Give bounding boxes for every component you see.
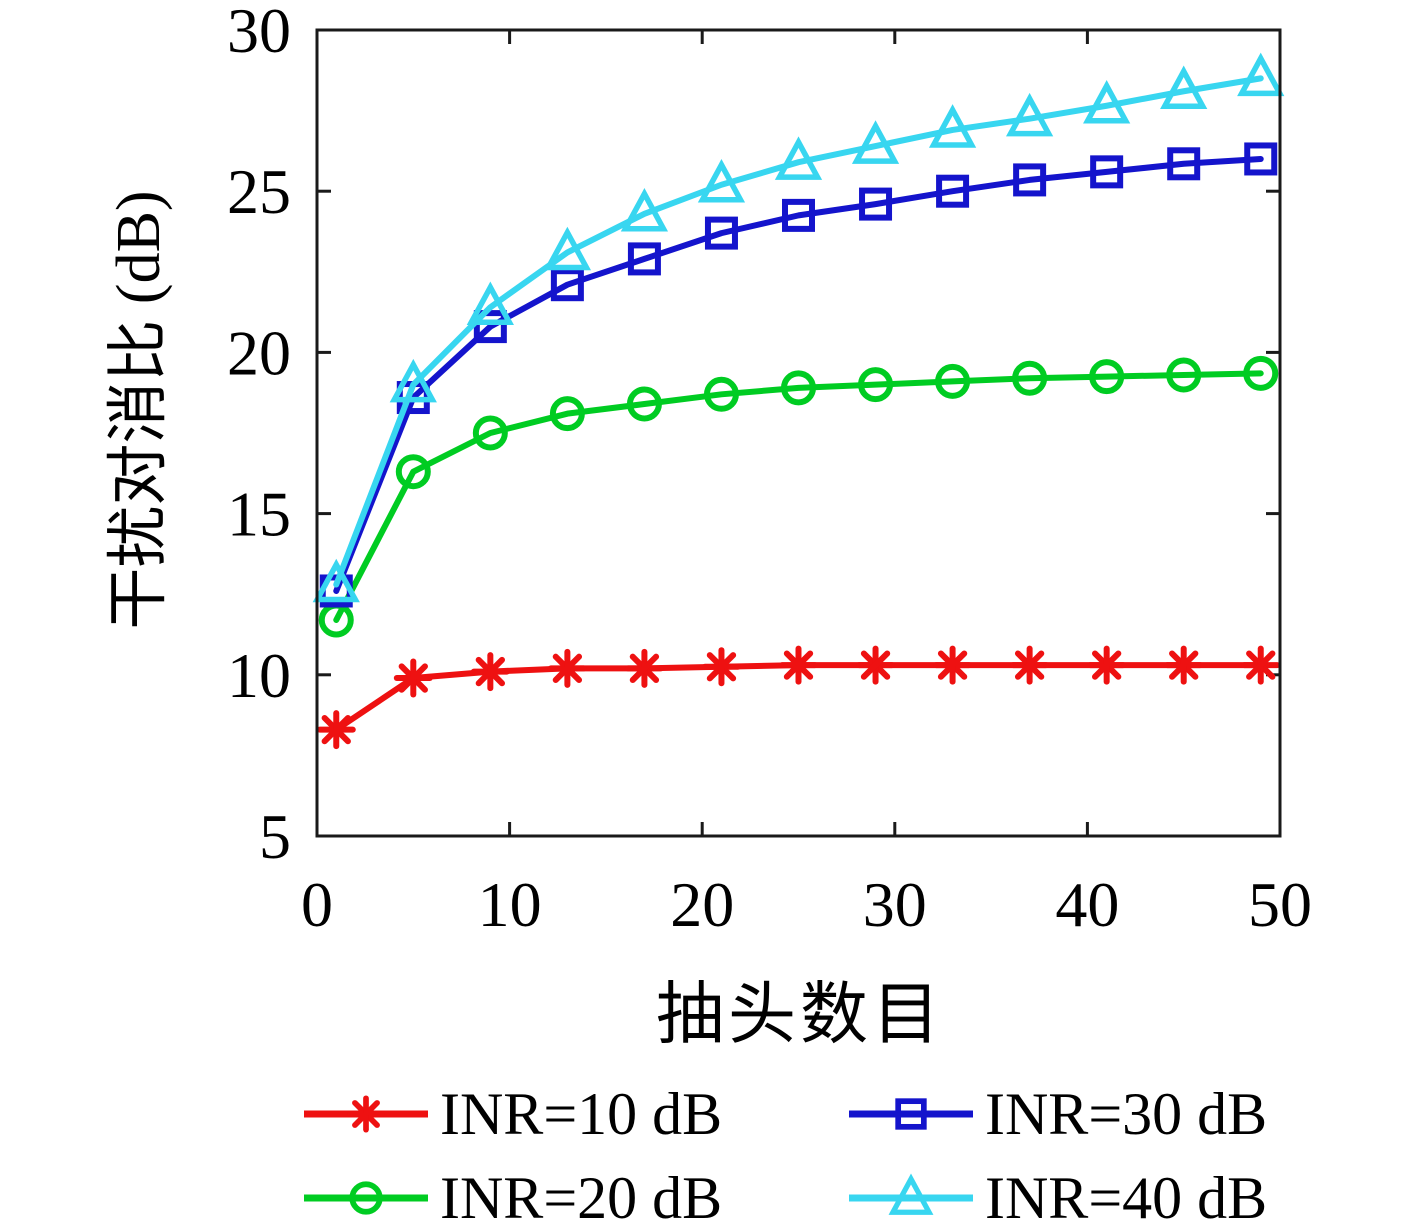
legend-item-inr-20: INR=20 dB	[300, 1164, 845, 1228]
y-tick-label: 5	[259, 801, 291, 872]
series-inr-20-db	[318, 355, 1279, 638]
legend-marker-square-icon	[849, 1098, 973, 1130]
legend-item-inr-10: INR=10 dB	[300, 1080, 845, 1149]
legend-marker-asterisk-icon	[304, 1095, 428, 1133]
x-axis-label: 抽头数目	[655, 976, 945, 1053]
legend-label: INR=10 dB	[440, 1080, 723, 1147]
x-tick-label: 30	[863, 869, 927, 940]
series-inr-40-db	[312, 52, 1285, 603]
x-tick-label: 10	[478, 869, 542, 940]
legend-marker-circle-icon	[304, 1181, 428, 1215]
y-tick-label: 25	[227, 156, 291, 227]
legend-item-inr-30: INR=30 dB	[845, 1080, 1400, 1149]
y-tick-label: 20	[227, 317, 291, 388]
x-tick-label: 20	[670, 869, 734, 940]
x-tick-label: 40	[1055, 869, 1119, 940]
x-tick-label: 50	[1248, 869, 1312, 940]
y-tick-label: 15	[227, 479, 291, 550]
series-inr-10-db	[316, 645, 1281, 750]
legend-marker-triangle-icon	[849, 1173, 973, 1215]
y-tick-label: 30	[227, 0, 291, 66]
legend-label: INR=20 dB	[440, 1164, 723, 1228]
legend: INR=10 dB INR=30 dB INR=20 dB INR=40 dB	[300, 1072, 1400, 1228]
legend-item-inr-40: INR=40 dB	[845, 1164, 1400, 1228]
legend-label: INR=40 dB	[985, 1164, 1268, 1228]
x-tick-label: 0	[301, 869, 333, 940]
y-tick-label: 10	[227, 640, 291, 711]
legend-label: INR=30 dB	[985, 1080, 1268, 1147]
y-axis-label: 干扰对消比 (dB)	[105, 190, 173, 630]
